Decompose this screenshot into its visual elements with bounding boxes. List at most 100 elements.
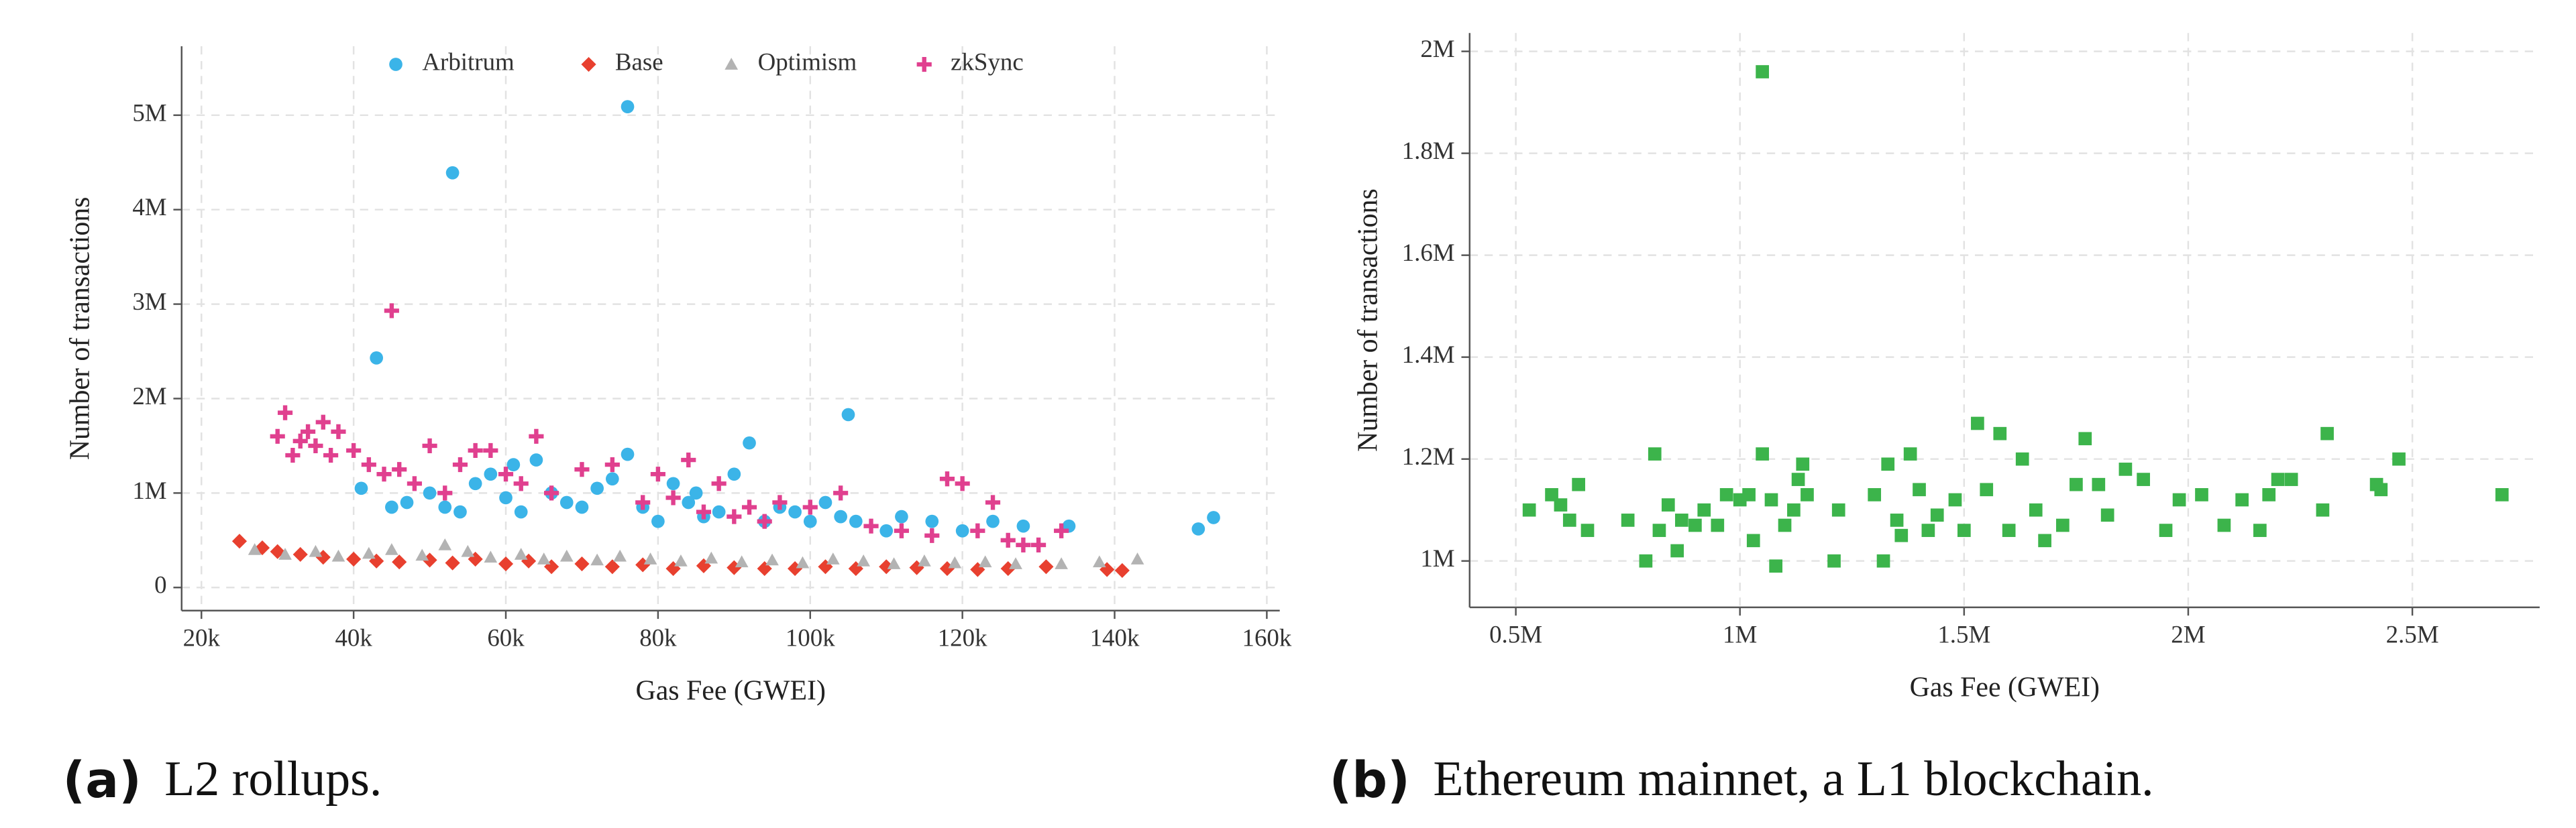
point	[2029, 503, 2043, 517]
y-axis-label: Number of transactions	[65, 197, 96, 461]
point	[1639, 554, 1653, 568]
point	[727, 509, 742, 524]
point	[2055, 518, 2070, 532]
point	[651, 514, 665, 528]
point	[354, 481, 368, 495]
point	[483, 442, 498, 459]
point	[468, 442, 483, 459]
point	[277, 405, 293, 420]
point	[894, 523, 909, 538]
point	[1554, 498, 1568, 512]
point	[308, 438, 323, 454]
point	[559, 495, 574, 510]
point	[985, 495, 1001, 510]
point	[955, 524, 969, 538]
point	[2070, 477, 2083, 491]
point	[544, 485, 559, 501]
point	[1016, 519, 1030, 533]
point	[407, 476, 422, 491]
point	[484, 467, 498, 481]
point	[346, 442, 362, 459]
point	[1652, 524, 1666, 537]
point	[438, 538, 452, 550]
point	[833, 485, 849, 501]
point	[727, 467, 741, 481]
x-tick-label: 80k	[639, 624, 677, 652]
point	[826, 552, 840, 565]
point	[604, 559, 620, 575]
point	[643, 552, 657, 565]
point	[331, 549, 345, 562]
point	[2195, 488, 2208, 501]
point	[834, 510, 847, 524]
point	[1092, 555, 1106, 568]
point	[461, 544, 475, 557]
point	[400, 495, 414, 510]
point	[948, 556, 962, 569]
y-tick-label: 2M	[132, 382, 166, 410]
y-axis-label: Number of transactions	[1353, 188, 1384, 452]
point	[674, 554, 688, 567]
legend-marker	[389, 58, 402, 71]
x-tick-label: 0.5M	[1489, 621, 1542, 648]
point	[1890, 514, 1904, 527]
point	[1114, 563, 1130, 578]
point	[1130, 552, 1144, 565]
point	[423, 486, 437, 500]
point	[2284, 473, 2298, 486]
legend-label: Base	[615, 48, 663, 75]
point	[1921, 524, 1935, 537]
point	[1688, 518, 1702, 532]
point	[278, 548, 292, 560]
x-axis-label: Gas Fee (GWEI)	[1910, 672, 2100, 703]
x-tick-label: 120k	[938, 624, 987, 652]
point	[1827, 554, 1841, 568]
point	[1876, 554, 1890, 568]
point	[681, 452, 696, 468]
x-tick-label: 140k	[1090, 624, 1140, 652]
y-tick-label: 1.8M	[1402, 137, 1455, 164]
point	[292, 433, 308, 449]
caption-text: Ethereum mainnet, a L1 blockchain.	[1433, 751, 2153, 806]
point	[574, 556, 590, 572]
point	[1562, 514, 1576, 527]
point	[2495, 488, 2509, 501]
point	[2271, 473, 2285, 486]
point	[1787, 503, 1801, 517]
point	[712, 505, 726, 519]
point	[666, 477, 680, 491]
point	[2262, 488, 2276, 501]
point	[841, 408, 855, 422]
point	[309, 544, 323, 557]
legend-label: zkSync	[951, 48, 1024, 75]
point	[1031, 537, 1046, 552]
point	[590, 481, 604, 495]
point	[2015, 452, 2029, 466]
point	[1868, 488, 1882, 501]
point	[1055, 557, 1068, 569]
point	[1746, 534, 1760, 548]
point	[1930, 508, 1944, 522]
point	[1801, 488, 1814, 501]
point	[741, 499, 757, 515]
point	[924, 528, 940, 543]
point	[1756, 65, 1769, 78]
point	[2137, 473, 2150, 486]
point	[453, 505, 467, 519]
point	[1697, 503, 1711, 517]
point	[621, 447, 635, 461]
point	[2078, 432, 2092, 446]
point	[665, 490, 681, 506]
point	[711, 476, 727, 491]
point	[361, 457, 376, 473]
x-axis-label: Gas Fee (GWEI)	[636, 675, 826, 706]
point	[315, 414, 331, 430]
point	[1769, 559, 1783, 573]
point	[788, 505, 802, 519]
point	[925, 514, 939, 528]
legend-label: Arbitrum	[422, 48, 515, 75]
point	[499, 491, 513, 505]
point	[2002, 524, 2016, 537]
